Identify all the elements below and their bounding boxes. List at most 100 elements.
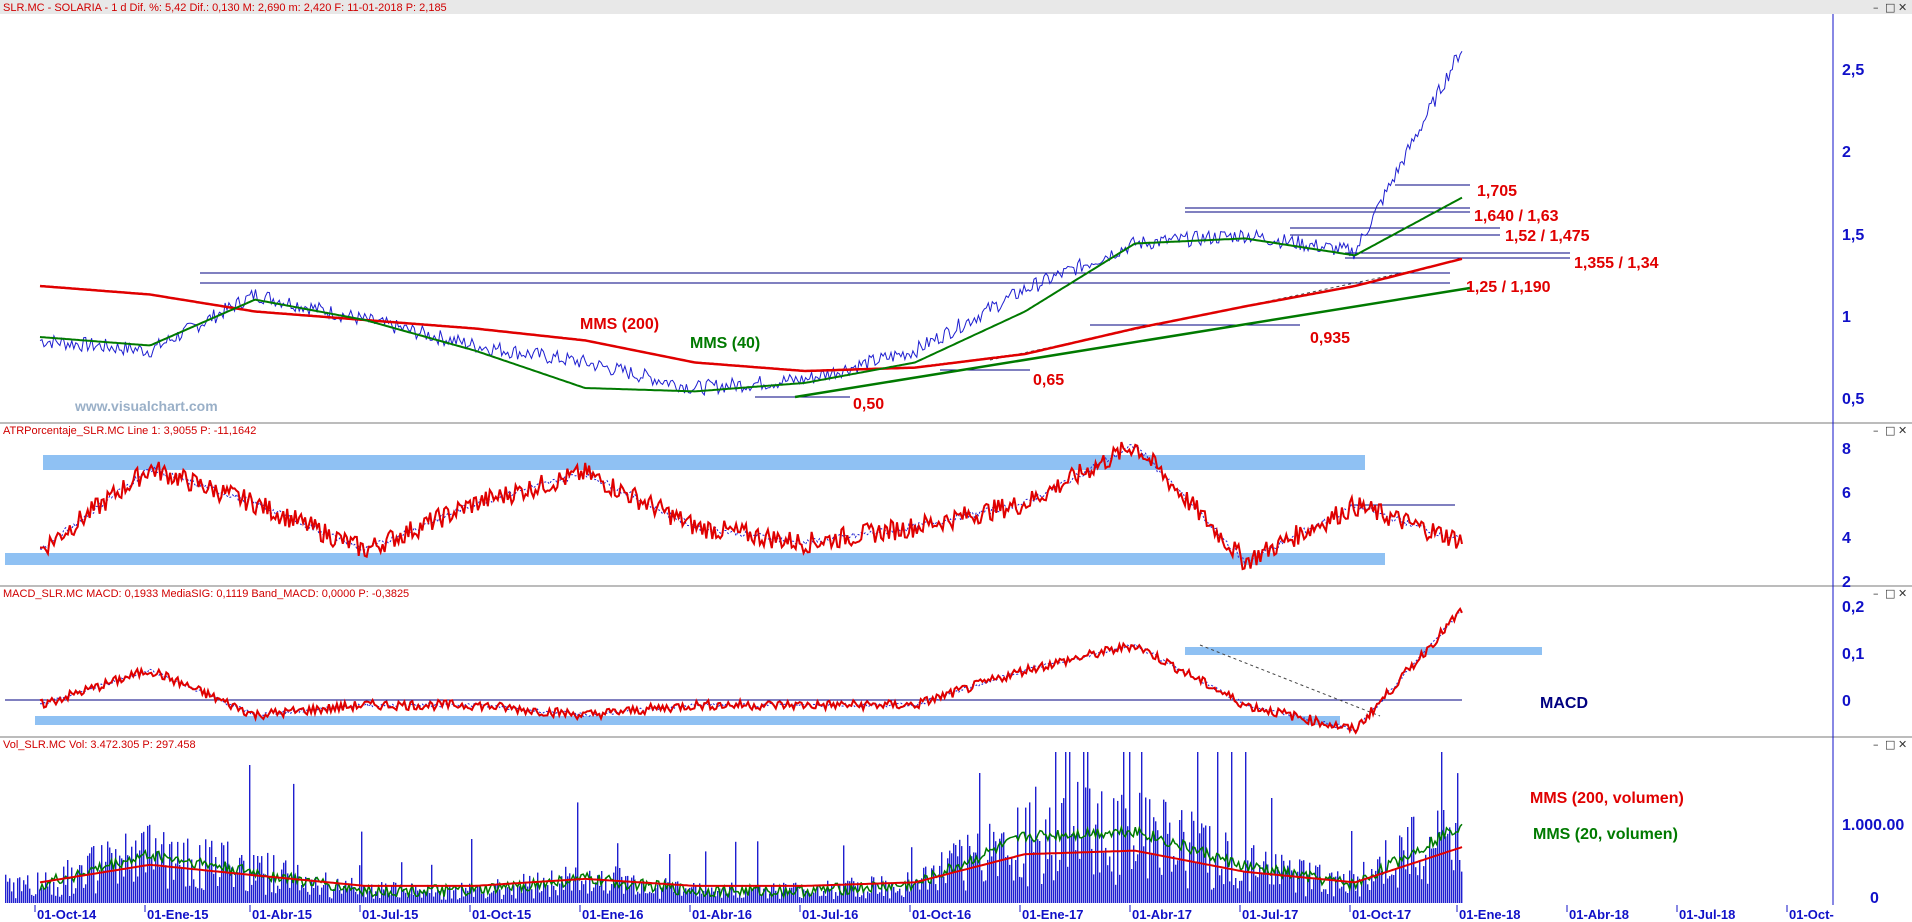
volume-bar	[791, 887, 793, 903]
mms40-label: MMS (40)	[690, 335, 760, 352]
volume-bar	[815, 891, 817, 903]
volume-bar	[1081, 837, 1083, 903]
volume-bar	[1273, 884, 1275, 903]
volume-bar	[319, 894, 321, 903]
volume-bar	[291, 875, 293, 903]
minimize-icon[interactable]: –	[1873, 424, 1879, 437]
volume-bar	[57, 887, 59, 903]
minimize-icon[interactable]: –	[1873, 1, 1879, 14]
volume-bar	[1033, 852, 1035, 903]
volume-bar	[1367, 884, 1369, 903]
close-icon[interactable]: ✕	[1898, 738, 1907, 751]
volume-bar	[261, 856, 263, 903]
volume-bar	[895, 892, 897, 903]
volume-bar	[1123, 752, 1125, 903]
volume-bar	[201, 888, 203, 903]
volume-bar	[405, 892, 407, 903]
volume-bar	[643, 881, 645, 903]
volume-bar	[575, 867, 577, 903]
volume-bar	[1375, 870, 1377, 903]
volume-bar	[1351, 831, 1353, 903]
volume-bar	[931, 868, 933, 903]
minimize-icon[interactable]: –	[1873, 587, 1879, 600]
volume-bar	[867, 891, 869, 903]
volume-bar	[545, 886, 547, 903]
volume-bar	[1131, 869, 1133, 903]
volume-bar	[905, 884, 907, 903]
volume-bar	[191, 859, 193, 903]
volume-bar	[1229, 881, 1231, 903]
volume-bar	[731, 882, 733, 903]
volume-bar	[143, 831, 145, 903]
volume-bar	[317, 885, 319, 903]
volume-bar	[301, 885, 303, 903]
volume-bar	[525, 881, 527, 903]
atr-panel	[5, 441, 1463, 571]
volume-bar	[1291, 870, 1293, 903]
volume-bar	[741, 897, 743, 903]
volume-bar	[203, 889, 205, 903]
volume-bar	[1111, 871, 1113, 903]
vol-window-controls[interactable]: – □ ✕	[1873, 738, 1907, 751]
close-icon[interactable]: ✕	[1898, 1, 1907, 14]
volume-bar	[1211, 889, 1213, 903]
volume-bar	[797, 885, 799, 903]
volume-bar	[1173, 856, 1175, 903]
volume-bar	[413, 894, 415, 903]
volume-bar	[263, 873, 265, 903]
close-icon[interactable]: ✕	[1898, 424, 1907, 437]
volume-bar	[1243, 870, 1245, 903]
level-label: 0,50	[853, 396, 884, 413]
volume-bar	[357, 894, 359, 903]
volume-bar	[1321, 891, 1323, 903]
volume-bar	[635, 894, 637, 903]
minimize-icon[interactable]: –	[1873, 738, 1879, 751]
volume-bar	[1227, 841, 1229, 903]
volume-bar	[183, 842, 185, 903]
macd-window-controls[interactable]: – □ ✕	[1873, 587, 1907, 600]
volume-bar	[1049, 807, 1051, 903]
volume-bar	[1393, 875, 1395, 903]
maximize-icon[interactable]: □	[1885, 587, 1895, 600]
maximize-icon[interactable]: □	[1885, 738, 1895, 751]
volume-bar	[345, 880, 347, 903]
volume-bar	[831, 884, 833, 903]
volume-bar	[61, 894, 63, 903]
atr-window-controls[interactable]: – □ ✕	[1873, 424, 1907, 437]
volume-bar	[1171, 871, 1173, 903]
volume-bar	[1185, 870, 1187, 903]
volume-bar	[247, 891, 249, 903]
volume-bar	[655, 888, 657, 903]
volume-bar	[269, 876, 271, 903]
volume-bar	[445, 899, 447, 903]
vol-y-axis: 1.000.00 0	[1842, 817, 1904, 907]
volume-bar	[709, 894, 711, 903]
volume-bar	[523, 873, 525, 903]
price-window-controls[interactable]: – □ ✕	[1873, 1, 1907, 14]
volume-bar	[1145, 797, 1147, 903]
volume-bar	[665, 878, 667, 903]
volume-bar	[65, 884, 67, 903]
trendline-green	[794, 286, 1471, 399]
maximize-icon[interactable]: □	[1885, 424, 1895, 437]
close-icon[interactable]: ✕	[1898, 587, 1907, 600]
volume-bar	[1177, 860, 1179, 903]
volume-bar	[727, 893, 729, 903]
volume-bar	[947, 858, 949, 903]
y-tick-label: 0,5	[1842, 391, 1864, 408]
volume-bar	[1357, 876, 1359, 903]
volume-bar	[1435, 848, 1437, 903]
volume-bar	[141, 833, 143, 903]
volume-bar	[1135, 861, 1137, 903]
volume-bar	[129, 869, 131, 903]
volume-bar	[811, 895, 813, 903]
volume-bar	[971, 856, 973, 903]
volume-bar	[1455, 823, 1457, 903]
volume-bar	[755, 885, 757, 903]
maximize-icon[interactable]: □	[1885, 1, 1895, 14]
volume-bar	[289, 887, 291, 903]
volume-bar	[579, 890, 581, 903]
volume-bar	[1415, 867, 1417, 903]
volume-bar	[1141, 752, 1143, 903]
volume-bar	[241, 855, 243, 903]
